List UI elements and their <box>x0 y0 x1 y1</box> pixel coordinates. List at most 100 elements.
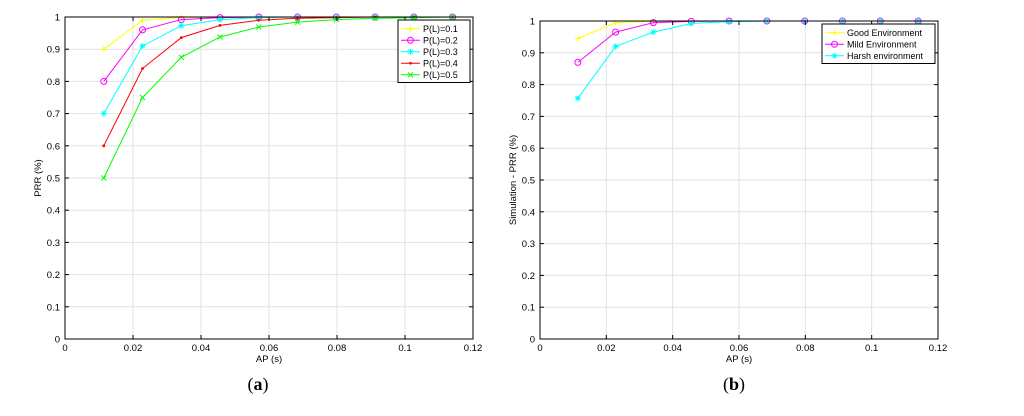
legend-swatch-marker <box>407 36 414 44</box>
data-point <box>612 43 619 50</box>
y-tick-label: 0.7 <box>47 109 60 120</box>
y-tick-label: 0.8 <box>522 80 535 91</box>
y-axis-label: PRR (%) <box>33 159 44 196</box>
legend-swatch-marker <box>407 71 414 78</box>
data-point <box>688 20 695 27</box>
data-point <box>217 16 224 23</box>
x-axis-label: AP (s) <box>726 354 752 365</box>
legend-swatch-marker <box>831 52 838 59</box>
y-tick-label: 0.5 <box>47 174 60 185</box>
chart-panel-b: 0 0.02 0.04 0.06 0.08 0.1 0.12 0 0.1 0.2 0.3 0.4 0.5… <box>508 17 947 396</box>
y-tick-label: 0.5 <box>522 176 535 187</box>
y-tick-label: 1 <box>55 13 60 24</box>
data-point <box>102 144 106 148</box>
data-point <box>139 94 146 101</box>
x-tick-label: 0.08 <box>328 343 347 354</box>
data-point <box>218 23 222 27</box>
data-point <box>649 19 657 27</box>
legend-box <box>821 23 936 64</box>
x-tick-label: 0.02 <box>597 343 616 354</box>
y-tick-label: 0.4 <box>47 206 60 217</box>
caption-close-paren: ) <box>739 374 745 395</box>
data-point <box>100 46 107 53</box>
legend-label: P(L)=0.4 <box>423 58 458 68</box>
data-point <box>574 95 581 102</box>
y-tick-label: 0.3 <box>522 239 535 250</box>
legend-swatch-marker <box>409 61 412 65</box>
y-tick-label: 0 <box>55 335 60 346</box>
data-point <box>294 19 301 26</box>
data-point <box>650 29 657 36</box>
legend-label: Harsh environment <box>847 51 924 61</box>
data-point <box>257 18 261 22</box>
legend-label: Good Environment <box>847 28 923 38</box>
legend: P(L)=0.1P(L)=0.2 P(L)=0.3P(L)=0.4 P(L)=0.5 <box>397 19 471 83</box>
legend-label: P(L)=0.3 <box>423 47 458 57</box>
legend-label: Mild Environment <box>847 39 917 49</box>
x-tick-label: 0.08 <box>796 343 815 354</box>
legend-label: P(L)=0.1 <box>423 24 458 34</box>
y-tick-label: 0.9 <box>522 48 535 59</box>
data-point <box>574 35 581 42</box>
legend-swatch-marker <box>831 29 838 36</box>
x-tick-label: 0 <box>537 343 542 354</box>
y-tick-label: 1 <box>530 17 535 28</box>
y-tick-label: 0.1 <box>47 302 60 313</box>
data-point <box>333 16 340 23</box>
y-tick-label: 0.6 <box>47 141 60 152</box>
x-tick-label: 0.12 <box>929 343 948 354</box>
x-tick-label: 0.1 <box>398 343 411 354</box>
data-point <box>179 36 183 40</box>
y-tick-label: 0.7 <box>522 112 535 123</box>
data-point <box>726 18 733 25</box>
legend-label: P(L)=0.5 <box>423 70 458 80</box>
data-point <box>100 110 107 117</box>
y-tick-label: 0.6 <box>522 144 535 155</box>
legend-label: P(L)=0.2 <box>423 35 458 45</box>
legend-swatch-marker <box>407 48 414 55</box>
data-point <box>100 77 108 85</box>
panel-caption: (b) <box>723 374 745 395</box>
data-point <box>612 28 620 36</box>
y-tick-label: 0 <box>530 335 535 346</box>
x-tick-label: 0.12 <box>464 343 483 354</box>
data-point <box>217 34 223 40</box>
data-point <box>141 67 144 70</box>
x-axis-label: AP (s) <box>256 354 282 365</box>
data-point <box>178 54 185 61</box>
y-tick-label: 0.9 <box>47 45 60 56</box>
data-point <box>255 24 262 30</box>
data-point <box>574 58 582 66</box>
y-tick-label: 0.8 <box>47 77 60 88</box>
caption-open-paren: ( <box>723 374 729 395</box>
y-tick-label: 0.2 <box>47 270 60 281</box>
data-point <box>296 16 299 20</box>
y-tick-label: 0.4 <box>522 207 535 218</box>
series-line-5 <box>103 16 453 179</box>
chart-panel-a: 0 0.02 0.04 0.06 0.08 0.1 0.12 0 0.1 0.2 0.3 0.4 0.5… <box>33 13 482 396</box>
x-tick-label: 0.04 <box>663 343 682 354</box>
caption-open-paren: ( <box>248 374 254 395</box>
data-point <box>139 26 147 34</box>
x-tick-label: 0.06 <box>260 343 279 354</box>
x-tick-label: 0 <box>62 343 67 354</box>
x-tick-label: 0.1 <box>865 343 878 354</box>
data-point <box>178 22 185 29</box>
data-point <box>255 14 262 21</box>
caption-letter: b <box>729 374 739 394</box>
legend-swatch-marker <box>831 40 838 48</box>
x-tick-label: 0.02 <box>124 343 143 354</box>
y-tick-label: 0.2 <box>522 271 535 282</box>
data-point <box>100 175 107 181</box>
data-point <box>139 42 146 49</box>
caption-letter: a <box>254 374 263 394</box>
x-tick-label: 0.06 <box>730 343 749 354</box>
x-tick-label: 0.04 <box>192 343 211 354</box>
panel-caption: (a) <box>248 374 269 395</box>
y-tick-label: 0.1 <box>522 303 535 314</box>
legend-swatch-marker <box>407 25 414 32</box>
data-point <box>410 14 417 21</box>
y-tick-label: 0.3 <box>47 238 60 249</box>
